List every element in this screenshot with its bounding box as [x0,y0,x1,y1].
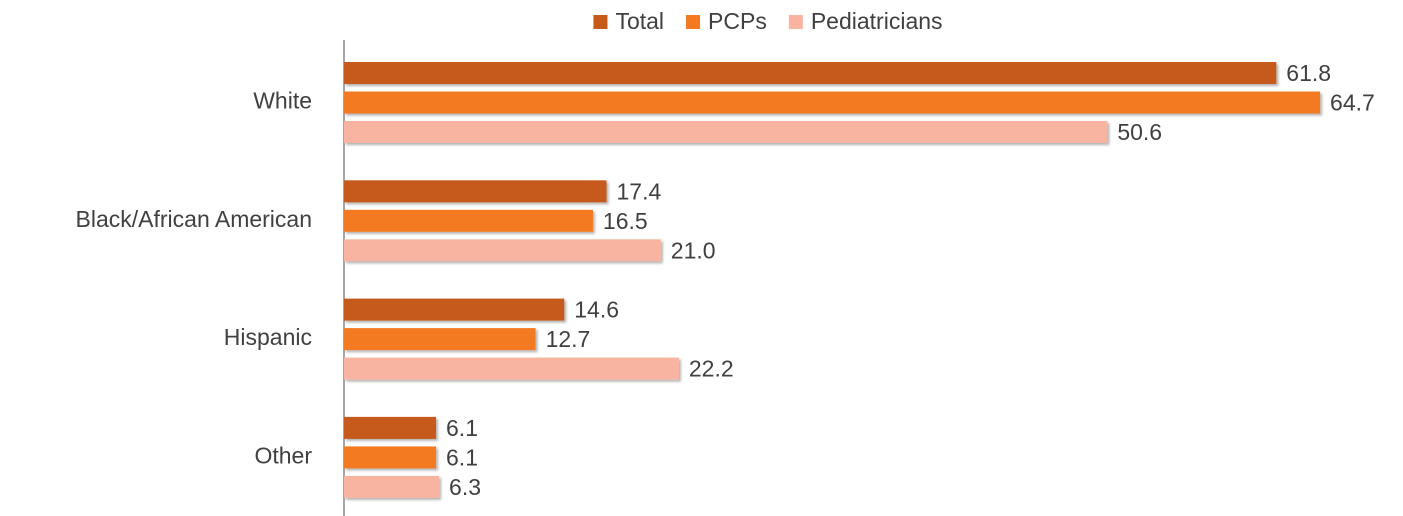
legend-swatch [593,15,608,29]
value-label: 6.1 [446,415,478,441]
category-label: Other [254,442,312,468]
bar [344,328,536,351]
legend-swatch [686,15,701,29]
bar [344,239,661,262]
category-label: White [253,88,312,114]
bar [344,446,437,469]
legend-label: Pediatricians [811,8,943,34]
bar [344,475,440,498]
value-label: 14.6 [574,297,619,323]
bar [344,298,565,321]
bar [344,180,607,203]
value-label: 22.2 [689,356,734,382]
value-label: 17.4 [616,178,661,204]
value-label: 6.3 [449,474,481,500]
legend-label: Total [615,8,664,34]
value-label: 6.1 [446,444,478,470]
category-label: Hispanic [224,324,312,350]
bar [344,416,437,439]
value-label: 21.0 [671,237,716,263]
legend-swatch [788,15,803,29]
category-label: Black/African American [76,206,312,232]
value-label: 50.6 [1117,119,1162,145]
bar [344,62,1277,84]
value-label: 16.5 [603,208,648,234]
bar [344,209,593,232]
value-label: 12.7 [546,326,591,352]
bar [344,91,1321,114]
value-label: 61.8 [1286,60,1331,86]
value-label: 64.7 [1330,90,1375,116]
bar [344,357,679,380]
legend-label: PCPs [708,8,767,34]
bar [344,121,1108,143]
